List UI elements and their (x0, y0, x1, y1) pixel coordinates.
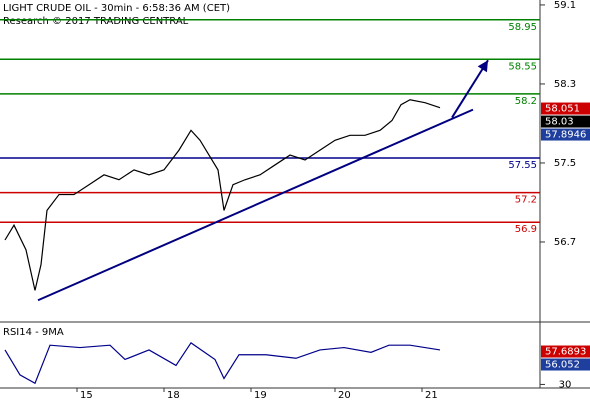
x-tick-label: 19 (254, 390, 267, 400)
y-tick-label: 58.3 (554, 79, 576, 90)
arrow (451, 59, 489, 119)
x-tick-label: 18 (167, 390, 180, 400)
price-marker-label: 57.6893 (545, 347, 586, 358)
chart-subtitle: Research © 2017 TRADING CENTRAL (3, 16, 189, 27)
price-marker-label: 56.052 (545, 360, 580, 371)
price-line (4, 341, 441, 385)
price-marker-label: 57.8946 (545, 130, 586, 141)
rsi-title: RSI14 - 9MA (3, 327, 64, 338)
y-tick-label: 30 (559, 379, 572, 390)
price-marker-label: 58.051 (545, 104, 580, 115)
level-label: 58.2 (515, 96, 537, 107)
x-tick-label: 15 (80, 390, 93, 400)
trendline (37, 108, 474, 302)
price-marker (541, 102, 590, 115)
x-tick-label: 21 (425, 390, 438, 400)
price-line (4, 99, 441, 291)
arrow-head (477, 60, 488, 73)
chart-title: LIGHT CRUDE OIL - 30min - 6:58:36 AM (CE… (3, 3, 230, 14)
price-marker (541, 358, 590, 371)
level-label: 58.55 (508, 61, 537, 72)
y-tick-label: 57.5 (554, 158, 576, 169)
price-marker (541, 128, 590, 141)
level-label: 57.55 (508, 160, 537, 171)
level-label: 58.95 (508, 22, 537, 33)
level-label: 57.2 (515, 195, 537, 206)
x-tick-label: 20 (338, 390, 351, 400)
y-tick-label: 56.7 (554, 237, 576, 248)
y-tick-label: 59.1 (554, 0, 576, 11)
price-marker-label: 58.03 (545, 117, 574, 128)
level-label: 56.9 (515, 224, 537, 235)
price-marker (541, 345, 590, 358)
price-marker (541, 115, 590, 128)
